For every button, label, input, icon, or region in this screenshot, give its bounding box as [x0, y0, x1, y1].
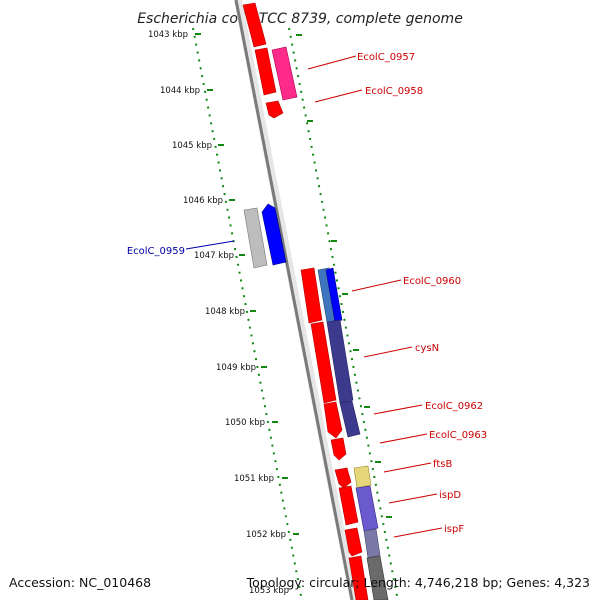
forward-features	[242, 2, 369, 600]
ruler-ticks	[195, 33, 392, 535]
gene-feature[interactable]	[325, 267, 343, 323]
reverse-features	[243, 203, 287, 269]
gene-label[interactable]: ispF	[444, 524, 464, 535]
tick-label: 1047 kbp	[194, 251, 234, 261]
gene-feature[interactable]	[271, 46, 298, 101]
leader-line	[314, 89, 363, 103]
backbone-shadow	[234, 0, 358, 600]
tick-label: 1044 kbp	[160, 86, 200, 96]
map-title: Escherichia coli ATCC 8739, complete gen…	[137, 11, 463, 27]
gene-label[interactable]: EcolC_0960	[403, 276, 461, 287]
gene-feature[interactable]	[261, 203, 287, 266]
tick-label: 1046 kbp	[183, 196, 223, 206]
gene-label[interactable]: EcolC_0959	[127, 246, 185, 257]
gene-labels: EcolC_0957 EcolC_0958 EcolC_0959 EcolC_0…	[127, 52, 487, 535]
gene-feature[interactable]	[326, 319, 354, 404]
tick-label: 1051 kbp	[234, 474, 274, 484]
accession-text: Accession: NC_010468	[9, 575, 151, 590]
tick-label: 1049 kbp	[216, 363, 256, 373]
gene-feature[interactable]	[254, 47, 277, 96]
tick-label: 1052 kbp	[246, 530, 286, 540]
gene-feature[interactable]	[243, 207, 268, 269]
ruler-labels: 1043 kbp 1044 kbp 1045 kbp 1046 kbp 1047…	[148, 30, 289, 596]
tick-label: 1048 kbp	[205, 307, 245, 317]
gene-label[interactable]: ispD	[439, 490, 461, 501]
leader-line	[373, 404, 423, 415]
tick-label: 1053 kbp	[249, 586, 289, 596]
inner-ruler-line	[192, 27, 302, 597]
gene-feature[interactable]	[366, 555, 389, 600]
leader-line	[307, 55, 357, 70]
gene-feature[interactable]	[338, 485, 359, 526]
leader-line	[185, 240, 235, 250]
leader-line	[383, 462, 432, 473]
gene-feature[interactable]	[339, 400, 361, 438]
gene-label[interactable]: ftsB	[433, 459, 452, 470]
gene-label[interactable]: EcolC_0963	[429, 430, 487, 441]
gene-feature[interactable]	[330, 437, 347, 461]
gene-feature[interactable]	[355, 485, 379, 532]
leader-line	[379, 433, 428, 444]
tick-label: 1050 kbp	[225, 418, 265, 428]
gene-feature[interactable]	[348, 555, 369, 600]
outer-features	[271, 46, 389, 600]
outer-ruler-line	[288, 27, 398, 597]
gene-feature[interactable]	[265, 100, 284, 119]
gene-feature[interactable]	[300, 267, 323, 324]
genome-backbone	[234, 0, 354, 600]
gene-feature[interactable]	[344, 527, 363, 557]
leader-line	[351, 279, 402, 292]
leader-line	[363, 346, 413, 358]
leader-line	[388, 493, 438, 504]
gene-label[interactable]: EcolC_0958	[365, 86, 423, 97]
gene-label[interactable]: cysN	[415, 343, 439, 354]
tick-label: 1045 kbp	[172, 141, 212, 151]
leader-lines	[185, 55, 443, 538]
gene-feature[interactable]	[242, 2, 267, 48]
genome-stats-text: Topology: circular; Length: 4,746,218 bp…	[246, 575, 590, 590]
gene-label[interactable]: EcolC_0962	[425, 401, 483, 412]
gene-feature[interactable]	[310, 321, 337, 404]
gene-feature[interactable]	[353, 465, 372, 489]
leader-line	[393, 527, 443, 538]
tick-label: 1043 kbp	[148, 30, 188, 40]
gene-feature[interactable]	[363, 528, 381, 559]
gene-feature[interactable]	[334, 467, 352, 489]
gene-feature[interactable]	[323, 401, 343, 439]
gene-label[interactable]: EcolC_0957	[357, 52, 415, 63]
